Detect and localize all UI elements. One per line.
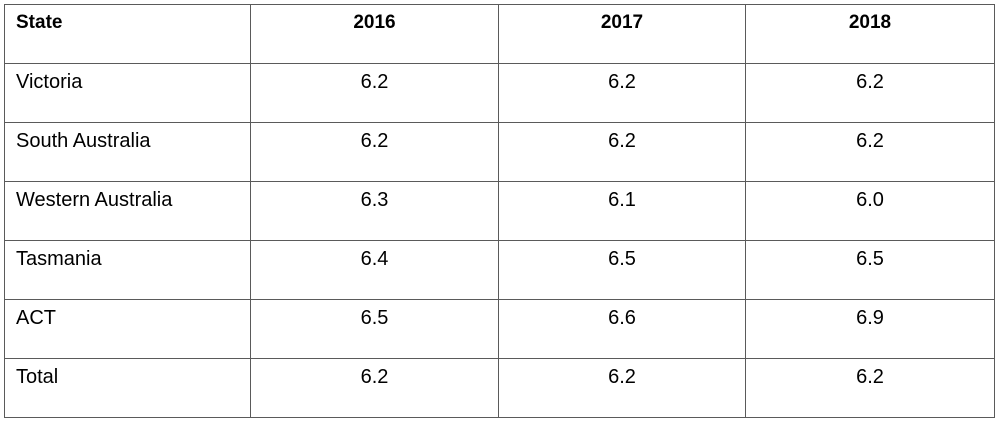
table-row: Tasmania 6.4 6.5 6.5: [4, 240, 995, 300]
table-row: South Australia 6.2 6.2 6.2: [4, 122, 995, 182]
table-cell: 6.5: [250, 299, 499, 359]
table-cell: 6.2: [498, 63, 746, 123]
table-cell: 6.9: [745, 299, 995, 359]
table-cell: 6.3: [250, 181, 499, 241]
row-label: Total: [4, 358, 251, 418]
row-label: Victoria: [4, 63, 251, 123]
table-cell: 6.2: [250, 63, 499, 123]
table-cell: 6.2: [745, 358, 995, 418]
table-row-total: Total 6.2 6.2 6.2: [4, 358, 995, 418]
state-data-table: State 2016 2017 2018 Victoria 6.2 6.2 6.…: [4, 4, 995, 418]
table-row: ACT 6.5 6.6 6.9: [4, 299, 995, 359]
column-header-2016: 2016: [250, 4, 499, 64]
table-cell: 6.0: [745, 181, 995, 241]
column-header-2018: 2018: [745, 4, 995, 64]
table-row: Victoria 6.2 6.2 6.2: [4, 63, 995, 123]
table-cell: 6.5: [745, 240, 995, 300]
table-cell: 6.2: [498, 358, 746, 418]
table-cell: 6.4: [250, 240, 499, 300]
row-label: South Australia: [4, 122, 251, 182]
table-cell: 6.2: [250, 358, 499, 418]
table-cell: 6.2: [498, 122, 746, 182]
column-header-state: State: [4, 4, 251, 64]
table-header-row: State 2016 2017 2018: [4, 4, 995, 64]
table-cell: 6.2: [250, 122, 499, 182]
table-cell: 6.2: [745, 122, 995, 182]
table-cell: 6.6: [498, 299, 746, 359]
column-header-2017: 2017: [498, 4, 746, 64]
table-row: Western Australia 6.3 6.1 6.0: [4, 181, 995, 241]
data-table-container: State 2016 2017 2018 Victoria 6.2 6.2 6.…: [4, 4, 995, 418]
row-label: Tasmania: [4, 240, 251, 300]
row-label: ACT: [4, 299, 251, 359]
table-cell: 6.1: [498, 181, 746, 241]
table-cell: 6.5: [498, 240, 746, 300]
row-label: Western Australia: [4, 181, 251, 241]
table-cell: 6.2: [745, 63, 995, 123]
